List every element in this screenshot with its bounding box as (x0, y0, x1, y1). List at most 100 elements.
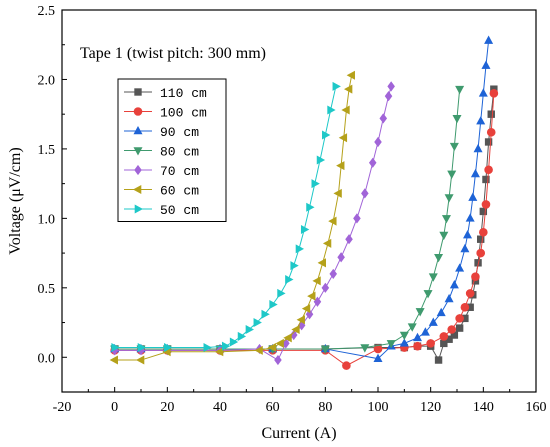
data-point (327, 105, 336, 115)
data-point (274, 354, 282, 366)
data-point (316, 155, 326, 165)
data-point (322, 130, 331, 140)
data-point (471, 272, 480, 282)
data-point (267, 343, 276, 353)
data-point (444, 194, 454, 203)
data-point (291, 324, 300, 334)
x-tick-label: 100 (368, 400, 389, 415)
data-point (261, 309, 270, 319)
data-point (452, 115, 462, 124)
legend-label: 110 cm (160, 86, 207, 101)
data-point (478, 88, 488, 97)
y-axis-label: Voltage (μV/cm) (7, 147, 24, 254)
data-point (449, 142, 459, 152)
chart-marks (109, 35, 499, 370)
chart-annotation: Tape 1 (twist pitch: 300 mm) (80, 45, 266, 62)
y-tick-label: 2.5 (38, 4, 56, 19)
data-point (137, 343, 147, 353)
x-tick-label: 0 (111, 400, 118, 415)
data-point (470, 168, 480, 178)
data-point (346, 70, 355, 80)
data-point (337, 252, 345, 263)
data-point (332, 81, 341, 91)
data-point (311, 179, 320, 189)
data-point (317, 258, 327, 268)
data-point (447, 325, 457, 334)
data-point (312, 276, 321, 286)
data-point (373, 344, 383, 354)
x-tick-label: 60 (266, 400, 280, 415)
data-point (285, 274, 294, 284)
data-point (229, 337, 239, 347)
data-point (428, 317, 438, 326)
data-point (465, 213, 475, 222)
data-point (253, 318, 262, 328)
data-point (484, 138, 493, 146)
data-point (484, 165, 493, 175)
data-point (460, 243, 470, 253)
data-point (368, 157, 377, 168)
y-tick-label: 1.0 (38, 212, 56, 227)
data-point (455, 85, 465, 95)
legend-marker (134, 164, 142, 176)
data-point (321, 282, 330, 293)
data-point (135, 355, 145, 365)
data-point (336, 161, 345, 171)
data-point (360, 344, 370, 353)
legend-marker (133, 147, 143, 156)
data-point (465, 289, 475, 298)
data-point (460, 302, 470, 312)
legend-label: 100 cm (160, 106, 207, 121)
legend-label: 50 cm (160, 203, 199, 218)
data-point (379, 113, 388, 124)
data-point (479, 227, 488, 237)
data-point (476, 116, 486, 125)
data-point (373, 353, 383, 362)
data-point (237, 331, 247, 341)
legend-marker (133, 107, 143, 116)
legend-item: 70 cm (124, 164, 199, 179)
data-point (434, 356, 443, 364)
data-point (214, 347, 224, 357)
data-point (301, 304, 311, 314)
data-point (399, 338, 409, 347)
data-point (420, 327, 430, 336)
data-point (386, 340, 396, 349)
legend-label: 80 cm (160, 145, 199, 160)
x-tick-label: 140 (473, 400, 494, 415)
data-point (322, 238, 332, 248)
data-point (245, 324, 254, 334)
y-tick-label: 1.5 (38, 143, 56, 158)
data-point (476, 235, 485, 243)
legend-marker (133, 125, 143, 135)
data-point (269, 299, 278, 309)
data-point (306, 202, 315, 212)
legend-item: 90 cm (124, 125, 199, 140)
data-point (341, 105, 350, 115)
data-point (484, 35, 494, 44)
data-point (473, 143, 483, 153)
data-point (384, 91, 393, 102)
x-tick-label: 20 (160, 400, 174, 415)
data-point (455, 324, 464, 332)
axis-ticks: -20 0 20 40 60 80 100 120 140 160 0.0 0.5 1.0 1.5 2.0 2… (38, 4, 547, 415)
legend-item: 80 cm (124, 145, 199, 160)
data-point (439, 231, 449, 241)
y-tick-label: 0.5 (38, 282, 56, 297)
data-point (109, 355, 118, 365)
legend-item: 50 cm (124, 203, 199, 218)
data-point (111, 343, 120, 353)
data-point (413, 341, 422, 351)
x-tick-label: -20 (53, 400, 72, 415)
data-point (439, 332, 449, 341)
series-line (114, 86, 392, 361)
data-point (455, 263, 465, 272)
series-line (114, 75, 353, 361)
data-point (447, 170, 457, 179)
data-point (254, 345, 263, 355)
data-point (221, 341, 231, 351)
legend-label: 60 cm (160, 184, 199, 199)
legend-item: 100 cm (124, 106, 207, 121)
legend-marker (134, 88, 142, 96)
data-point (479, 207, 488, 216)
